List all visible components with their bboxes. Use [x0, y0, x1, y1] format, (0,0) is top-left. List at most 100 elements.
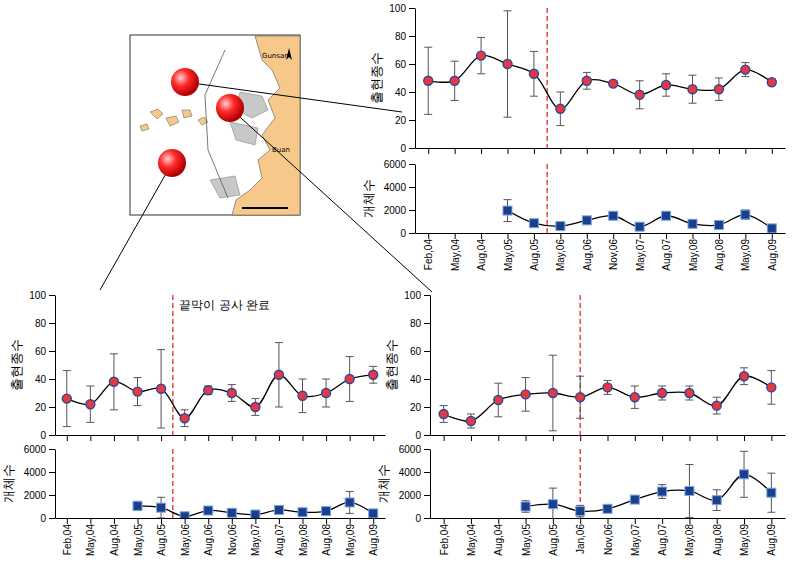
data-point — [369, 370, 378, 379]
x-tick-mark — [114, 435, 115, 441]
y-tick-mark — [424, 351, 430, 352]
error-bar-cap — [477, 73, 485, 74]
x-tick: May,04 — [85, 518, 96, 556]
x-tick-mark — [587, 233, 588, 239]
y-tick-label: 100 — [29, 290, 46, 301]
data-point — [251, 403, 260, 412]
chart: 020406080100출현종수끝막이 공사 완료 — [9, 290, 386, 441]
x-tick-mark — [640, 148, 641, 154]
x-tick-mark — [161, 435, 162, 441]
error-bar-cap — [740, 384, 748, 385]
error-bar-cap — [63, 426, 71, 427]
x-tick: Aug,08 — [712, 518, 723, 556]
error-bar-cap — [251, 415, 259, 416]
data-point — [603, 504, 612, 513]
x-tick — [553, 435, 554, 441]
x-tick-mark — [90, 435, 91, 441]
x-tick — [717, 435, 718, 441]
x-tick-mark — [745, 148, 746, 154]
x-tick-mark — [693, 148, 694, 154]
error-bar-cap — [689, 103, 697, 104]
x-tick: May,08 — [684, 518, 695, 556]
x-tick — [138, 435, 139, 441]
y-tick: 100 — [29, 290, 55, 301]
error-bar — [741, 210, 749, 219]
x-tick-mark — [613, 233, 614, 239]
error-bar-cap — [522, 500, 530, 501]
error-bar — [494, 383, 502, 417]
x-tick — [771, 435, 772, 441]
error-bar-cap — [713, 414, 721, 415]
x-tick-mark — [373, 518, 374, 524]
error-bar-cap — [767, 473, 775, 474]
y-tick-label: 2000 — [24, 490, 47, 501]
error-bar-cap — [181, 426, 189, 427]
y-tick-mark — [49, 379, 55, 380]
y-tick-mark — [409, 233, 415, 234]
reference-line — [172, 295, 173, 435]
error-bar — [689, 75, 697, 103]
x-tick-mark — [185, 435, 186, 441]
error-bar-cap — [576, 418, 584, 419]
y-tick: 6000 — [24, 444, 55, 455]
y-axis: 020406080100 — [404, 290, 430, 441]
error-bar-cap — [604, 394, 612, 395]
x-tick — [303, 435, 304, 441]
y-tick: 40 — [395, 87, 415, 98]
x-tick-label: Jan,06 — [575, 524, 586, 554]
error-bar — [369, 366, 377, 383]
x-tick-label: Aug,04 — [476, 239, 487, 271]
x-axis — [416, 148, 786, 154]
x-tick-mark — [161, 518, 162, 524]
x-tick-label: Nov,06 — [608, 239, 619, 270]
x-tick — [373, 435, 374, 441]
data-point — [424, 76, 433, 85]
data-point — [630, 495, 639, 504]
x-tick-label: Nov,06 — [603, 524, 614, 555]
data-point — [662, 81, 671, 90]
x-tick — [772, 148, 773, 154]
error-bar — [767, 371, 775, 405]
x-tick-mark — [772, 148, 773, 154]
plot-area — [62, 343, 377, 428]
x-tick — [90, 435, 91, 441]
y-tick-mark — [49, 449, 55, 450]
error-bar-cap — [662, 73, 670, 74]
error-bar-cap — [576, 376, 584, 377]
x-tick — [640, 148, 641, 154]
x-tick-mark — [771, 518, 772, 524]
x-tick-mark — [428, 148, 429, 154]
error-bar-cap — [556, 92, 564, 93]
y-tick: 60 — [410, 346, 430, 357]
x-tick-label: May,05 — [503, 239, 514, 271]
error-bar-cap — [440, 405, 448, 406]
reference-line — [547, 8, 548, 148]
x-tick-mark — [526, 518, 527, 524]
data-point — [712, 496, 721, 505]
data-point — [556, 222, 565, 231]
x-tick — [498, 435, 499, 441]
error-bar-cap — [86, 422, 94, 423]
error-bar-cap — [451, 61, 459, 62]
y-axis-title: 개체수 — [376, 464, 391, 503]
y-tick: 4000 — [24, 467, 55, 478]
x-tick — [481, 148, 482, 154]
x-tick-label: Aug,05 — [529, 239, 540, 271]
y-tick-mark — [424, 449, 430, 450]
x-tick-mark — [481, 148, 482, 154]
data-point — [86, 400, 95, 409]
x-tick-mark — [428, 233, 429, 239]
data-point — [576, 393, 585, 402]
x-tick-mark — [303, 518, 304, 524]
error-bar — [604, 380, 612, 394]
y-tick-label: 0 — [415, 513, 421, 524]
x-tick: Aug,05 — [529, 233, 540, 271]
error-bar-cap — [157, 518, 165, 519]
y-tick: 2000 — [24, 490, 55, 501]
data-point — [529, 219, 538, 228]
error-bar — [204, 386, 212, 394]
error-bar — [658, 386, 666, 400]
error-bar — [636, 81, 644, 109]
data-point — [227, 389, 236, 398]
site-marker — [158, 149, 186, 177]
